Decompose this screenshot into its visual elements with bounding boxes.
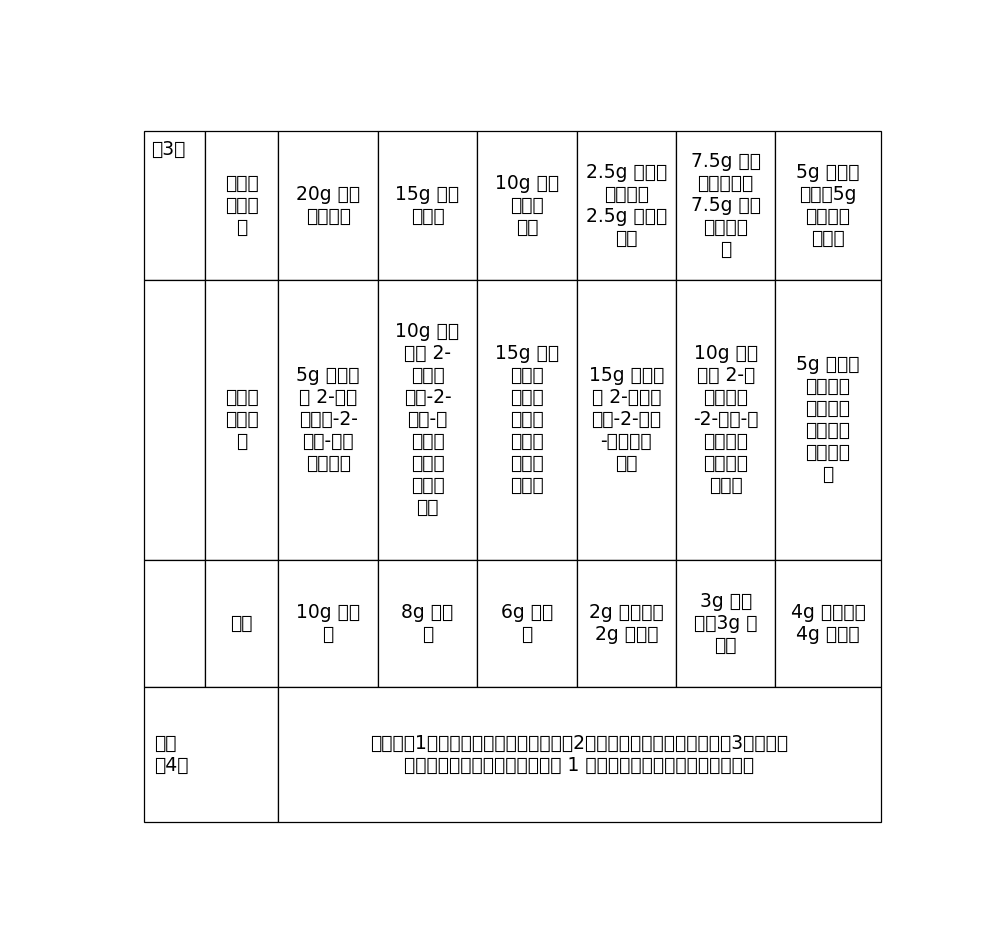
Bar: [775, 560, 881, 687]
Text: 5g 丙烯酸
与丙烯酸
甲酯和丙
烯酸羟丙
酯的共聚
物: 5g 丙烯酸 与丙烯酸 甲酯和丙 烯酸羟丙 酯的共聚 物: [796, 355, 860, 484]
Bar: [144, 280, 205, 560]
Bar: [278, 687, 881, 822]
Text: 10g 丙烯
酸与 2-丙
烯酰胺基
-2-甲基-丙
磺酸和马
来酸酐的
共聚物: 10g 丙烯 酸与 2-丙 烯酰胺基 -2-甲基-丙 磺酸和马 来酸酐的 共聚物: [693, 345, 758, 496]
Text: 无磷分
散聚合
物: 无磷分 散聚合 物: [225, 388, 258, 451]
Bar: [144, 687, 278, 822]
Bar: [775, 131, 881, 280]
Bar: [676, 131, 775, 280]
Text: 2.5g 聚环氧
琥珀酸、
2.5g 聚天冬
氨酸: 2.5g 聚环氧 琥珀酸、 2.5g 聚天冬 氨酸: [586, 163, 667, 248]
Bar: [378, 560, 477, 687]
Text: （3）: （3）: [151, 140, 185, 160]
Bar: [144, 560, 205, 687]
Bar: [205, 131, 278, 280]
Text: 20g 聚环
氧琥珀酸: 20g 聚环 氧琥珀酸: [296, 185, 360, 227]
Text: 4g 氯化锌、
4g 硫酸锌: 4g 氯化锌、 4g 硫酸锌: [791, 603, 865, 644]
Text: 10g 水解
聚马来
酸酐: 10g 水解 聚马来 酸酐: [495, 175, 559, 237]
Text: 10g 氯化
锌: 10g 氯化 锌: [296, 603, 360, 644]
Bar: [477, 560, 577, 687]
Text: 6g 硫酸
锌: 6g 硫酸 锌: [501, 603, 553, 644]
Bar: [378, 131, 477, 280]
Bar: [278, 131, 378, 280]
Text: 8g 硝酸
锌: 8g 硝酸 锌: [401, 603, 454, 644]
Text: 7.5g 聚环
氧琥珀酸、
7.5g 水解
聚马来酸
酐: 7.5g 聚环 氧琥珀酸、 7.5g 水解 聚马来酸 酐: [691, 152, 761, 260]
Bar: [577, 280, 676, 560]
Bar: [676, 560, 775, 687]
Text: 10g 丙烯
酸与 2-
丙烯酰
胺基-2-
甲基-丙
磺酸和
马来酸
酐的共
聚物: 10g 丙烯 酸与 2- 丙烯酰 胺基-2- 甲基-丙 磺酸和 马来酸 酐的共 …: [395, 322, 460, 517]
Text: 3g 硝酸
锌、3g 硫
酸锌: 3g 硝酸 锌、3g 硫 酸锌: [694, 592, 757, 655]
Bar: [477, 280, 577, 560]
Text: 锌盐: 锌盐: [230, 614, 253, 633]
Bar: [205, 560, 278, 687]
Text: 5g 聚天冬
氨酸、5g
水解聚马
来酸酐: 5g 聚天冬 氨酸、5g 水解聚马 来酸酐: [796, 163, 860, 248]
Bar: [144, 131, 205, 280]
Bar: [577, 560, 676, 687]
Bar: [278, 560, 378, 687]
Bar: [378, 280, 477, 560]
Text: 5g 丙烯酸
与 2-丙烯
酰胺基-2-
甲基-丙磺
酸共聚物: 5g 丙烯酸 与 2-丙烯 酰胺基-2- 甲基-丙磺 酸共聚物: [296, 366, 360, 473]
Bar: [676, 280, 775, 560]
Bar: [477, 131, 577, 280]
Text: 步骤
（4）: 步骤 （4）: [154, 734, 188, 775]
Bar: [205, 280, 278, 560]
Text: 2g 氯化锌、
2g 硝酸锌: 2g 氯化锌、 2g 硝酸锌: [589, 603, 664, 644]
Bar: [278, 280, 378, 560]
Text: 15g 丙烯
酸与丙
烯酸甲
酯和丙
烯酸羟
丙酯的
共聚物: 15g 丙烯 酸与丙 烯酸甲 酯和丙 烯酸羟 丙酯的 共聚物: [495, 345, 559, 496]
Bar: [775, 280, 881, 560]
Text: 15g 聚天
冬氨酸: 15g 聚天 冬氨酸: [395, 185, 460, 227]
Text: 15g 丙烯酸
与 2-丙烯酰
胺基-2-甲基
-丙磺酸共
聚物: 15g 丙烯酸 与 2-丙烯酰 胺基-2-甲基 -丙磺酸共 聚物: [589, 366, 664, 473]
Text: 将步骤（1）制备的第一混合物、步骤（2）制备的第二混合物和步骤（3）制备的
第三混合物混合，在室温下搅拌 1 小时，从而制得复合缓蚀阻垢剂。: 将步骤（1）制备的第一混合物、步骤（2）制备的第二混合物和步骤（3）制备的 第三…: [370, 734, 789, 775]
Bar: [577, 131, 676, 280]
Text: 吸附膜
型缓蚀
剂: 吸附膜 型缓蚀 剂: [225, 175, 258, 237]
